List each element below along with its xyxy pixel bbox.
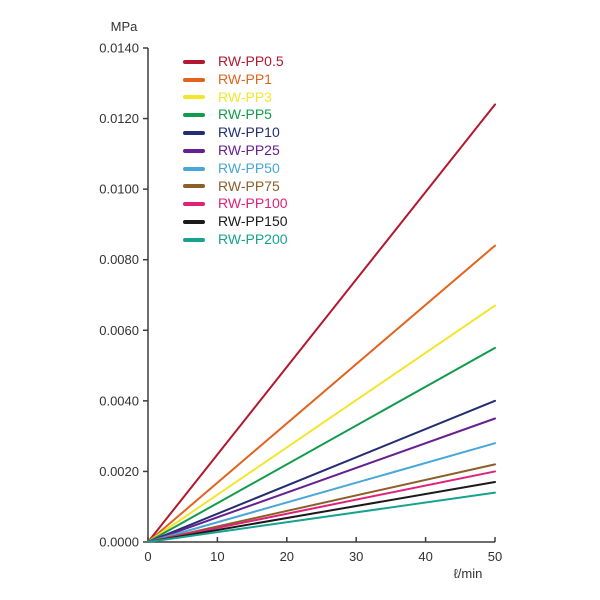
legend-label: RW-PP200: [218, 230, 288, 247]
series-line-RW-PP10: [147, 399, 496, 543]
series-line-RW-PP75: [147, 463, 496, 543]
legend-item-RW-PP200: RW-PP200: [183, 231, 288, 249]
legend-item-RW-PP1: RW-PP1: [183, 71, 288, 89]
y-axis-tick-label: 0.0000: [99, 535, 139, 550]
legend-label: RW-PP5: [218, 106, 272, 123]
series-line-RW-PP25: [147, 417, 496, 543]
series-line-RW-PP1: [147, 244, 496, 543]
x-axis-tick-label: 10: [210, 549, 224, 564]
legend-swatch-icon: [183, 95, 205, 100]
legend-item-RW-PP5: RW-PP5: [183, 106, 288, 124]
legend-swatch-icon: [183, 148, 205, 153]
legend-label: RW-PP75: [218, 177, 280, 194]
x-axis-tick-label: 20: [280, 549, 294, 564]
legend-label: RW-PP10: [218, 124, 280, 141]
legend-label: RW-PP100: [218, 195, 288, 212]
legend-item-RW-PP3: RW-PP3: [183, 89, 288, 107]
series-line-RW-PP200: [147, 491, 496, 543]
legend-item-RW-PP100: RW-PP100: [183, 195, 288, 213]
legend-swatch-icon: [183, 113, 205, 118]
legend-label: RW-PP3: [218, 88, 272, 105]
legend-swatch-icon: [183, 166, 205, 171]
y-axis-tick-label: 0.0040: [99, 393, 139, 408]
legend-swatch-icon: [183, 131, 205, 136]
legend-label: RW-PP150: [218, 213, 288, 230]
legend-label: RW-PP0.5: [218, 53, 284, 69]
x-axis-tick-label: 0: [144, 549, 151, 564]
y-axis-tick-label: 0.0060: [99, 323, 139, 338]
series-line-RW-PP100: [147, 470, 496, 543]
legend-swatch-icon: [183, 202, 205, 207]
x-axis-tick-label: 50: [488, 549, 502, 564]
x-axis-unit-label: ℓ/min: [453, 566, 483, 581]
series-line-RW-PP3: [147, 304, 496, 543]
y-axis-tick-label: 0.0020: [99, 464, 139, 479]
legend-item-RW-PP10: RW-PP10: [183, 124, 288, 142]
y-axis-tick-label: 0.0140: [99, 41, 139, 56]
legend-label: RW-PP25: [218, 141, 280, 158]
legend-swatch-icon: [183, 220, 205, 225]
legend-swatch-icon: [183, 184, 205, 189]
legend-swatch-icon: [183, 59, 205, 64]
y-axis-tick-label: 0.0080: [99, 252, 139, 267]
legend-item-RW-PP75: RW-PP75: [183, 178, 288, 196]
legend-item-RW-PP0.5: RW-PP0.5: [183, 53, 288, 71]
series-line-RW-PP5: [147, 346, 496, 543]
y-axis-tick-label: 0.0100: [99, 182, 139, 197]
y-axis-unit-label: MPa: [110, 19, 138, 34]
legend-item-RW-PP25: RW-PP25: [183, 142, 288, 160]
series-line-RW-PP50: [147, 442, 496, 543]
legend-label: RW-PP50: [218, 159, 280, 176]
series-line-RW-PP0.5: [147, 103, 496, 543]
x-axis-tick-label: 40: [418, 549, 432, 564]
x-axis-tick-label: 30: [349, 549, 363, 564]
legend-item-RW-PP50: RW-PP50: [183, 160, 288, 178]
legend-swatch-icon: [183, 77, 205, 82]
chart-legend: RW-PP0.5 RW-PP1 RW-PP3 RW-PP5 RW-PP10 RW-PP25…: [183, 53, 288, 249]
y-axis-tick-label: 0.0120: [99, 111, 139, 126]
series-line-RW-PP150: [147, 481, 496, 543]
legend-item-RW-PP150: RW-PP150: [183, 213, 288, 231]
legend-label: RW-PP1: [218, 70, 272, 87]
legend-swatch-icon: [183, 237, 205, 242]
